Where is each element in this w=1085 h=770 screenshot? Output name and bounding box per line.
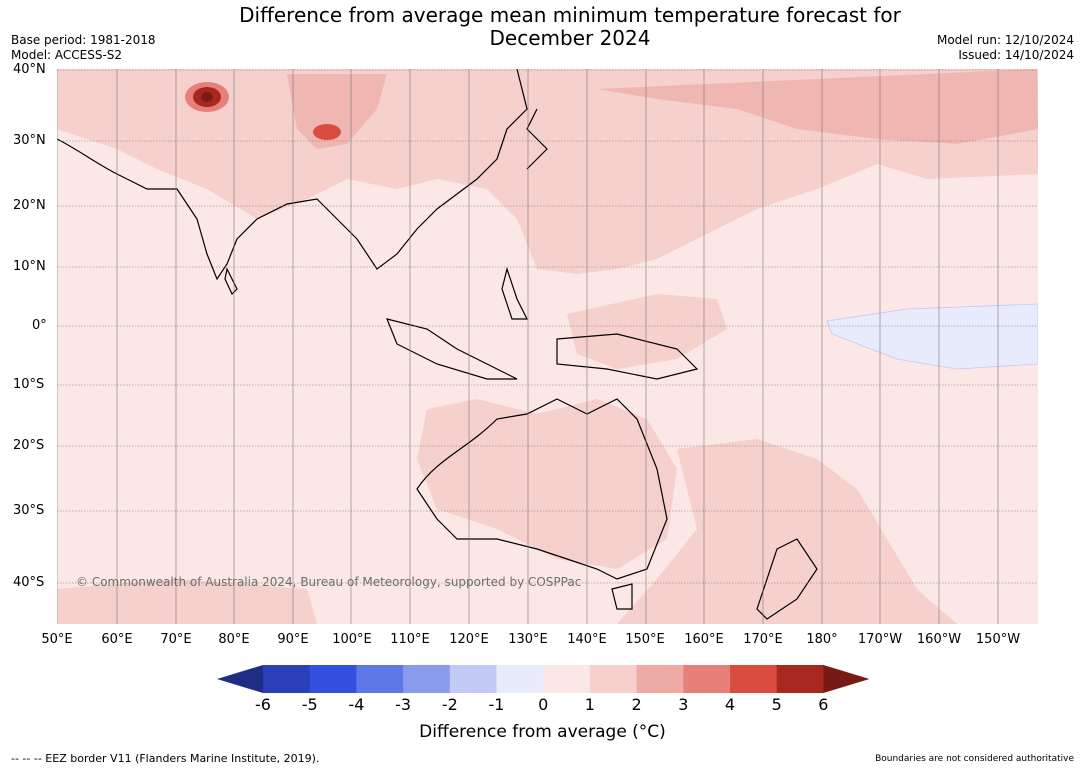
colorbar-swatch <box>730 665 778 693</box>
colorbar-label: Difference from average (°C) <box>419 722 666 742</box>
china-coast-east <box>526 108 548 170</box>
colorbar-tick-label: -5 <box>301 695 318 714</box>
colorbar-swatch <box>403 665 451 693</box>
colorbar-swatch <box>636 665 684 693</box>
lon-label-70e: 70°E <box>160 632 192 647</box>
colorbar-tick-label: -1 <box>488 695 505 714</box>
anomaly-1-2-southern <box>57 579 317 624</box>
anomaly-over-6-kashmir <box>201 92 213 102</box>
lat-label-20n: 20°N <box>13 198 46 213</box>
colorbar-swatch <box>496 665 544 693</box>
lat-label-10n: 10°N <box>13 259 46 274</box>
lon-label-170e: 170°E <box>743 632 783 647</box>
lon-label-130e: 130°E <box>508 632 548 647</box>
lat-label-40n: 40°N <box>13 62 46 77</box>
colorbar-swatch <box>543 665 591 693</box>
anomaly-2-3-pacific <box>597 69 1038 144</box>
lat-label-40s: 40°S <box>13 575 45 590</box>
colorbar-swatches <box>217 665 869 693</box>
lon-label-60e: 60°E <box>101 632 133 647</box>
anomaly-1-2-tasman <box>617 439 957 624</box>
tasmania-coast <box>611 583 633 610</box>
model-run: Model run: 12/10/2024 <box>936 33 1074 47</box>
colorbar-swatch <box>356 665 404 693</box>
colorbar-tick-label: -6 <box>255 695 271 714</box>
indonesia-coast <box>386 318 518 380</box>
map-svg <box>57 69 1038 624</box>
base-period: Base period: 1981-2018 <box>11 33 156 47</box>
lon-label-100e: 100°E <box>332 632 372 647</box>
lon-label-180: 180° <box>806 632 838 647</box>
map-area <box>57 69 1038 624</box>
colorbar-tick-label: 1 <box>584 695 595 714</box>
lon-label-120e: 120°E <box>449 632 489 647</box>
lat-label-30n: 30°N <box>13 133 46 148</box>
title-line-2: December 2024 <box>489 26 651 50</box>
new-guinea-coast <box>556 333 699 380</box>
colorbar-swatch <box>589 665 638 693</box>
anomaly-1-2-png <box>567 294 727 369</box>
lon-label-160e: 160°E <box>684 632 724 647</box>
colorbar-tick-label: -3 <box>395 695 412 714</box>
anomaly-2-3-tibet <box>287 74 387 149</box>
lat-label-0: 0° <box>32 318 47 333</box>
anomaly-4-5-tibet <box>313 124 341 140</box>
anomaly-1-2-australia <box>417 399 677 569</box>
lat-label-30s: 30°S <box>13 503 45 518</box>
lon-label-110e: 110°E <box>390 632 430 647</box>
colorbar-swatch-min-extension <box>217 665 263 693</box>
colorbar-tick-label: -4 <box>348 695 365 714</box>
lat-label-10s: 10°S <box>13 377 45 392</box>
lon-label-80e: 80°E <box>218 632 250 647</box>
lon-label-160w: 160°W <box>916 632 962 647</box>
lon-label-140e: 140°E <box>567 632 607 647</box>
colorbar-swatch <box>263 665 311 693</box>
colorbar-tick-label: 2 <box>631 695 642 714</box>
colorbar-tick-label: 0 <box>538 695 549 714</box>
colorbar-tick-label: 3 <box>678 695 689 714</box>
colorbar-tick-label: 6 <box>818 695 829 714</box>
coastlines <box>57 69 818 620</box>
colorbar <box>217 665 869 693</box>
colorbar-swatch <box>683 665 731 693</box>
asia-coast <box>57 69 528 281</box>
issued-date: Issued: 14/10/2024 <box>958 48 1074 62</box>
colorbar-tick-label: 4 <box>724 695 736 714</box>
boundary-disclaimer: Boundaries are not considered authoritat… <box>875 754 1074 764</box>
colorbar-swatch <box>449 665 497 693</box>
model-name: Model: ACCESS-S2 <box>11 48 123 62</box>
colorbar-swatch-max-extension <box>823 665 869 693</box>
copyright-notice: © Commonwealth of Australia 2024, Bureau… <box>76 575 582 589</box>
lon-label-170w: 170°W <box>857 632 903 647</box>
eez-legend: -- -- -- EEZ border V11 (Flanders Marine… <box>11 752 320 765</box>
map-title: Difference from average mean minimum tem… <box>0 4 1085 50</box>
lat-label-20s: 20°S <box>13 438 45 453</box>
colorbar-tick-label: 5 <box>771 695 782 714</box>
meta-left: Base period: 1981-2018 Model: ACCESS-S2 <box>11 33 156 63</box>
colorbar-tick-label: -2 <box>441 695 458 714</box>
lon-label-150w: 150°W <box>975 632 1021 647</box>
meta-right: Model run: 12/10/2024 Issued: 14/10/2024 <box>937 33 1074 63</box>
colorbar-swatch <box>776 665 824 693</box>
philippines-coast <box>501 266 528 320</box>
lon-label-90e: 90°E <box>277 632 309 647</box>
lon-label-50e: 50°E <box>41 632 73 647</box>
sri-lanka-coast <box>224 267 238 296</box>
graticule <box>57 69 1038 624</box>
title-line-1: Difference from average mean minimum tem… <box>239 3 901 27</box>
australia-coast <box>416 398 668 580</box>
colorbar-swatch <box>309 665 357 693</box>
lon-label-150e: 150°E <box>625 632 665 647</box>
new-zealand-coast <box>756 538 818 620</box>
